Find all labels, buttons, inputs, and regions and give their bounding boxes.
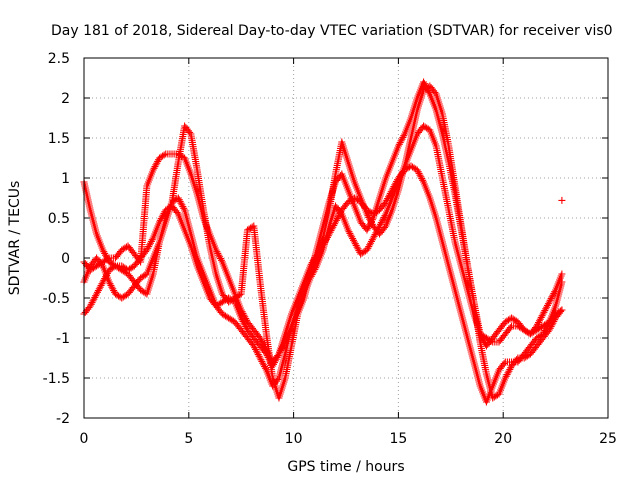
- x-tick-label: 15: [389, 431, 407, 447]
- y-tick-label: -1: [56, 331, 70, 347]
- y-tick-label: 2: [61, 91, 70, 107]
- data-point: [551, 288, 559, 296]
- data-point: [419, 176, 427, 184]
- data-point: [425, 88, 433, 96]
- y-axis-label: SDTVAR / TECUs: [7, 181, 23, 296]
- data-point: [180, 204, 188, 212]
- x-tick-label: 20: [494, 431, 512, 447]
- data-point: [110, 263, 118, 271]
- plot-frame: [83, 57, 609, 419]
- data-point: [148, 236, 156, 244]
- data-point: [506, 324, 514, 332]
- y-tick-label: 1.5: [48, 131, 70, 147]
- data-point: [513, 356, 521, 364]
- y-tick-label: -0.5: [43, 291, 70, 307]
- data-point: [274, 352, 282, 360]
- data-point: [217, 256, 225, 264]
- y-tick-label: -1.5: [43, 371, 70, 387]
- data-point: [337, 208, 345, 216]
- data-point: [261, 364, 269, 372]
- data-point: [104, 255, 112, 263]
- x-tick-label: 5: [184, 431, 193, 447]
- y-tick-label: 2.5: [48, 51, 70, 67]
- data-point: [500, 360, 508, 368]
- data-point: [558, 270, 566, 278]
- y-tick-label: -2: [56, 411, 70, 427]
- data-point: [400, 132, 408, 140]
- data-point: [431, 88, 439, 96]
- data-point: [557, 308, 565, 316]
- y-tick-label: 0.5: [48, 211, 70, 227]
- data-point: [381, 224, 389, 232]
- data-point: [173, 208, 181, 216]
- data-point: [236, 291, 244, 299]
- axis-ticks: 0 5 10 15 20 25 -2 -1.5 -1 -0.5 0 0.5 1 1.5 2 2.5: [43, 51, 617, 447]
- data-point: [186, 128, 194, 136]
- data-point: [160, 151, 168, 159]
- y-tick-label: 1: [61, 171, 70, 187]
- grid-lines: [84, 58, 608, 418]
- data-point: [368, 216, 376, 224]
- chart-title: Day 181 of 2018, Sidereal Day-to-day VTE…: [51, 23, 613, 39]
- y-tick-label: 0: [61, 251, 70, 267]
- data-point: [558, 306, 566, 314]
- data-points: [80, 78, 566, 406]
- x-axis-label: GPS time / hours: [287, 459, 404, 475]
- data-point: [98, 260, 106, 268]
- x-tick-label: 0: [80, 431, 89, 447]
- x-tick-label: 10: [285, 431, 303, 447]
- x-tick-label: 25: [599, 431, 617, 447]
- data-point: [558, 196, 566, 204]
